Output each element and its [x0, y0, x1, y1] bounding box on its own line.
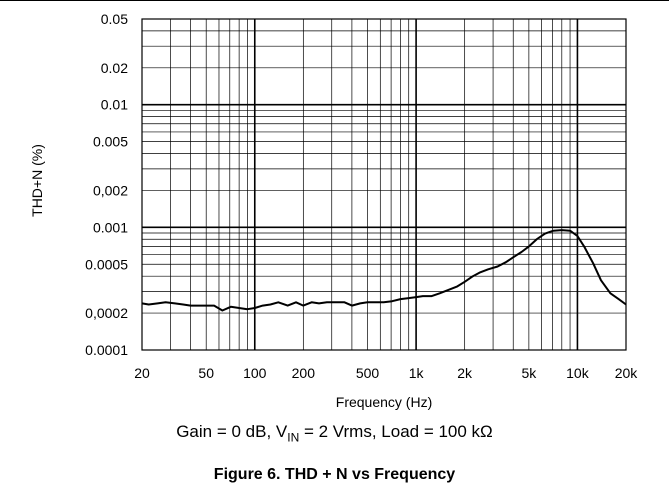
y-axis-title: THD+N (%): [29, 144, 45, 217]
thd-n-vs-frequency-chart: 20 50 100 200 500 1k 2k 5k 10k 20k 0.050.020.010.…: [29, 11, 638, 410]
x-tick-label: 50: [198, 365, 214, 381]
condition-subscript: IN: [287, 430, 300, 445]
y-tick-label: 0.01: [101, 97, 128, 113]
condition-prefix: Gain = 0 dB, V: [176, 422, 288, 441]
y-tick-labels: 0.05 0.02 0.01 0.005 0,002 0.001 0.0005 0,0002 0…: [85, 11, 128, 358]
x-tick-label: 500: [356, 365, 380, 381]
x-tick-label: 20k: [615, 365, 639, 381]
y-tick-label: 0.0005: [85, 256, 128, 272]
x-tick-label: 20: [134, 365, 150, 381]
thd-n-series-line: [141, 229, 627, 312]
x-axis-title: Frequency (Hz): [336, 394, 432, 410]
y-tick-label: 0.02: [101, 60, 128, 76]
x-tick-label: 1k: [409, 365, 425, 381]
top-rule: [0, 0, 669, 1]
y-tick-label: 0,0002: [85, 305, 128, 321]
y-tick-label: 0,002: [93, 182, 128, 198]
y-tick-label: 0.0001: [85, 342, 128, 358]
condition-suffix: = 2 Vrms, Load = 100 kΩ: [299, 422, 493, 441]
x-tick-label: 10k: [566, 365, 590, 381]
x-tick-label: 100: [243, 365, 267, 381]
test-condition-note: Gain = 0 dB, VIN = 2 Vrms, Load = 100 kΩ: [0, 422, 669, 444]
y-tick-label: 0.001: [93, 219, 128, 235]
minor-grid: [142, 19, 626, 350]
figure-caption: Figure 6. THD + N vs Frequency: [213, 466, 456, 483]
y-tick-label: 0.005: [93, 134, 128, 150]
x-tick-label: 5k: [521, 365, 537, 381]
x-tick-label: 2k: [457, 365, 473, 381]
plot-frame: [141, 18, 627, 351]
x-tick-label: 200: [292, 365, 316, 381]
x-tick-labels: 20 50 100 200 500 1k 2k 5k 10k 20k: [134, 365, 638, 381]
y-tick-label: 0.05: [101, 11, 128, 27]
major-grid: [142, 19, 626, 350]
